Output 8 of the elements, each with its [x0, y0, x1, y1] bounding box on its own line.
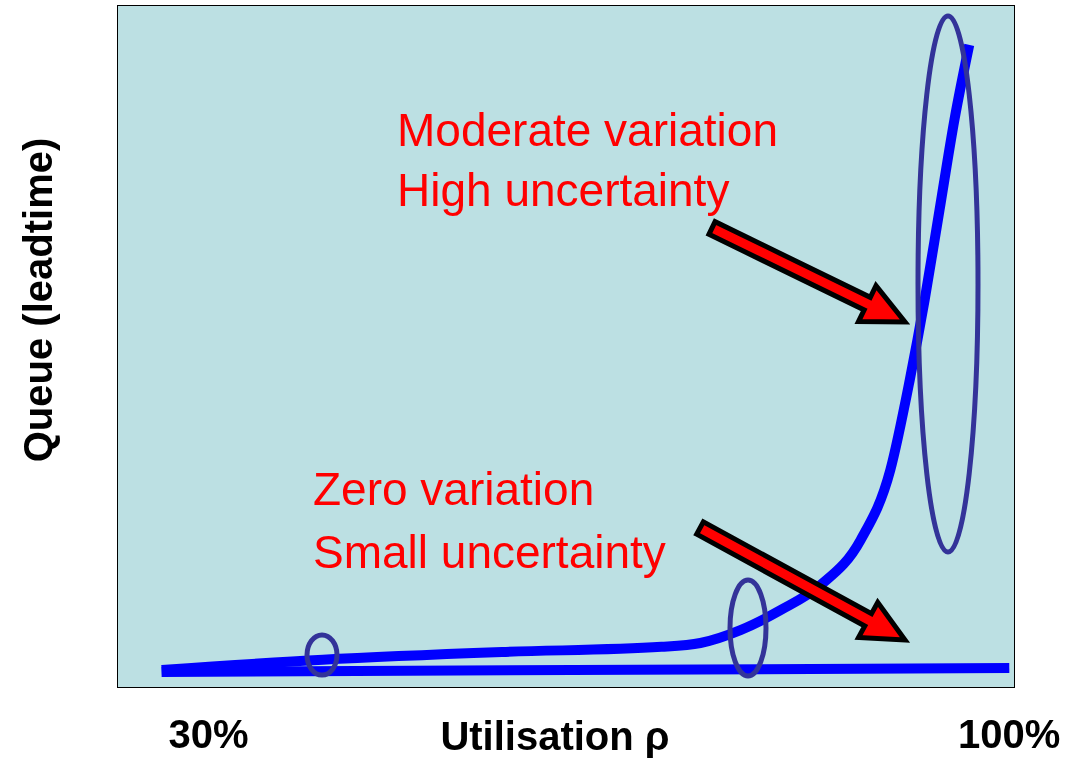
- x-tick-label: 30%: [168, 712, 249, 757]
- annotation: Moderate variation: [397, 104, 778, 156]
- annotation: Zero variation: [313, 463, 595, 515]
- x-tick-label: 100%: [958, 712, 1061, 757]
- annotation: High uncertainty: [397, 164, 730, 216]
- x-axis-title: Utilisation ρ: [440, 714, 670, 758]
- annotation: Small uncertainty: [313, 526, 666, 578]
- y-axis-title: Queue (leadtime): [16, 137, 60, 463]
